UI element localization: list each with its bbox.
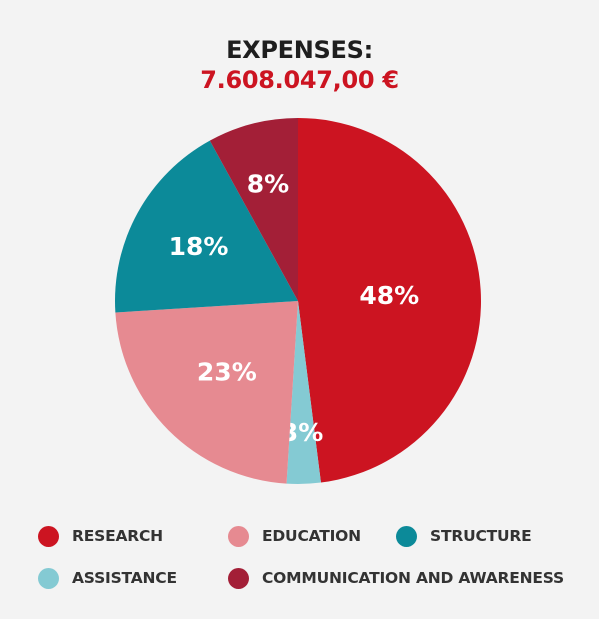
pie-slice-education (115, 301, 298, 484)
legend-dot-structure (396, 525, 417, 547)
legend-item-education: EDUCATION (228, 524, 361, 548)
slice-label-research: 48% (359, 281, 419, 310)
slice-label-structure: 18% (169, 232, 229, 261)
legend-label: RESEARCH (72, 527, 163, 545)
legend-label: EDUCATION (262, 527, 361, 545)
chart-title: EXPENSES: (226, 36, 373, 64)
slice-label-communication-and-awareness: 8% (247, 170, 289, 199)
pie-chart: 48%3%23%18%8% (115, 118, 481, 484)
legend-label: STRUCTURE (430, 527, 532, 545)
legend-item-research: RESEARCH (38, 524, 163, 548)
pie-slice-communication-and-awareness (209, 118, 298, 301)
legend-label: ASSISTANCE (72, 569, 177, 587)
legend-dot-assistance (38, 567, 59, 589)
pie-slice-structure (115, 140, 298, 313)
expenses-total: 7.608.047,00 € (200, 66, 399, 94)
legend-item-communication: COMMUNICATION AND AWARENESS (228, 566, 564, 590)
pie-slice-research (298, 118, 481, 483)
slice-label-education: 23% (197, 358, 257, 387)
legend-dot-research (38, 525, 59, 547)
legend-dot-education (228, 525, 249, 547)
legend-label: COMMUNICATION AND AWARENESS (262, 569, 565, 587)
legend-item-assistance: ASSISTANCE (38, 566, 177, 590)
legend-dot-communication (228, 567, 249, 589)
pie-slice-assistance (286, 301, 321, 484)
legend-item-structure: STRUCTURE (396, 524, 532, 548)
